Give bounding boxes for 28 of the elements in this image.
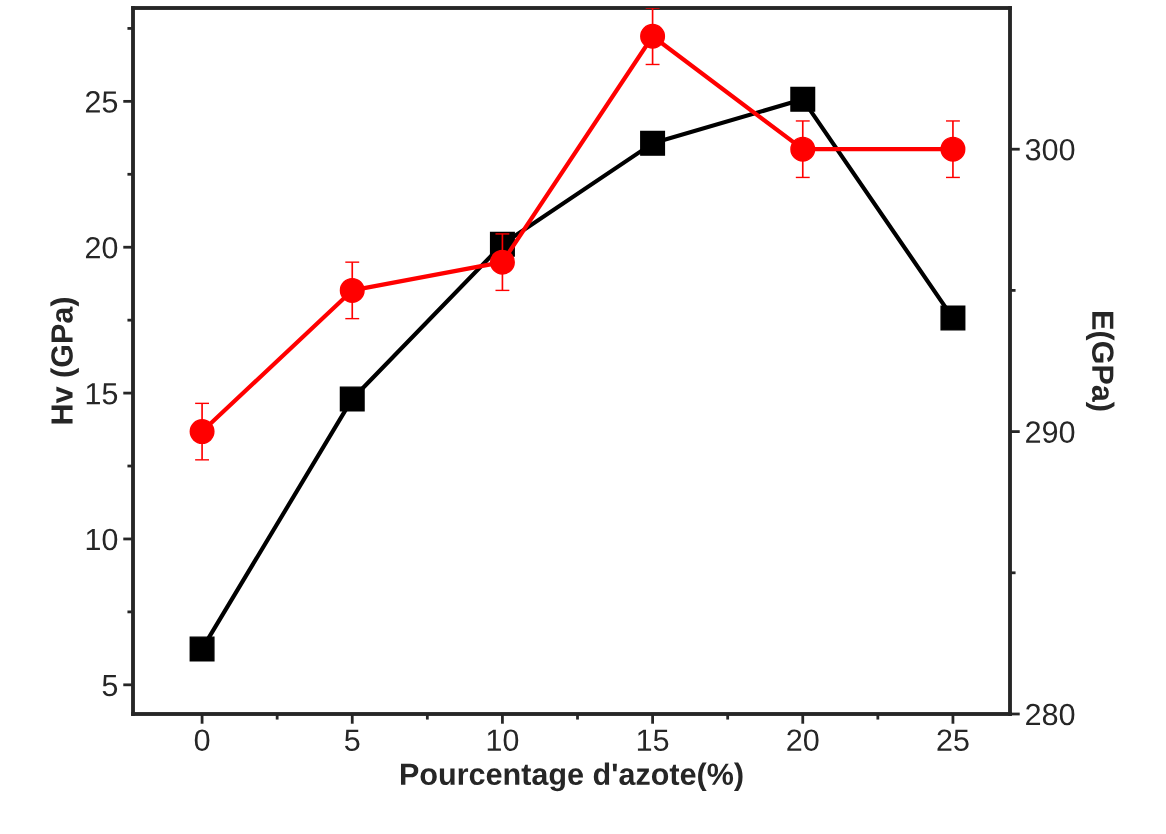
- point: [790, 86, 816, 112]
- y-tick-label: 25: [85, 91, 118, 113]
- x-axis-title: Pourcentage d'azote(%): [400, 762, 743, 792]
- point: [940, 136, 966, 162]
- point: [790, 136, 816, 162]
- x-tick-label: 25: [937, 729, 969, 752]
- point: [489, 249, 515, 275]
- y-tick-label: 20: [85, 236, 118, 259]
- x-tick-label: 0: [194, 729, 210, 752]
- x-tick-label: 20: [787, 729, 819, 752]
- x-tick-label: 5: [344, 729, 360, 752]
- y2-tick-label: 290: [1026, 421, 1075, 443]
- point: [940, 305, 966, 331]
- x-tick-label: 10: [487, 729, 519, 752]
- point: [640, 130, 666, 156]
- point: [339, 386, 365, 412]
- y-tick-label: 5: [102, 674, 118, 697]
- y-tick-label: 10: [86, 528, 118, 551]
- point: [640, 23, 666, 49]
- y2-axis-title: E(GPa): [1085, 312, 1115, 411]
- point: [189, 419, 215, 445]
- y2-tick-label: 300: [1025, 138, 1075, 161]
- x-tick-label: 15: [637, 729, 669, 752]
- point: [189, 636, 215, 662]
- y2-tick-label: 280: [1026, 703, 1075, 726]
- y-axis-title: Hv (GPa): [50, 298, 79, 424]
- y-tick-label: 15: [86, 383, 118, 405]
- point: [339, 277, 365, 303]
